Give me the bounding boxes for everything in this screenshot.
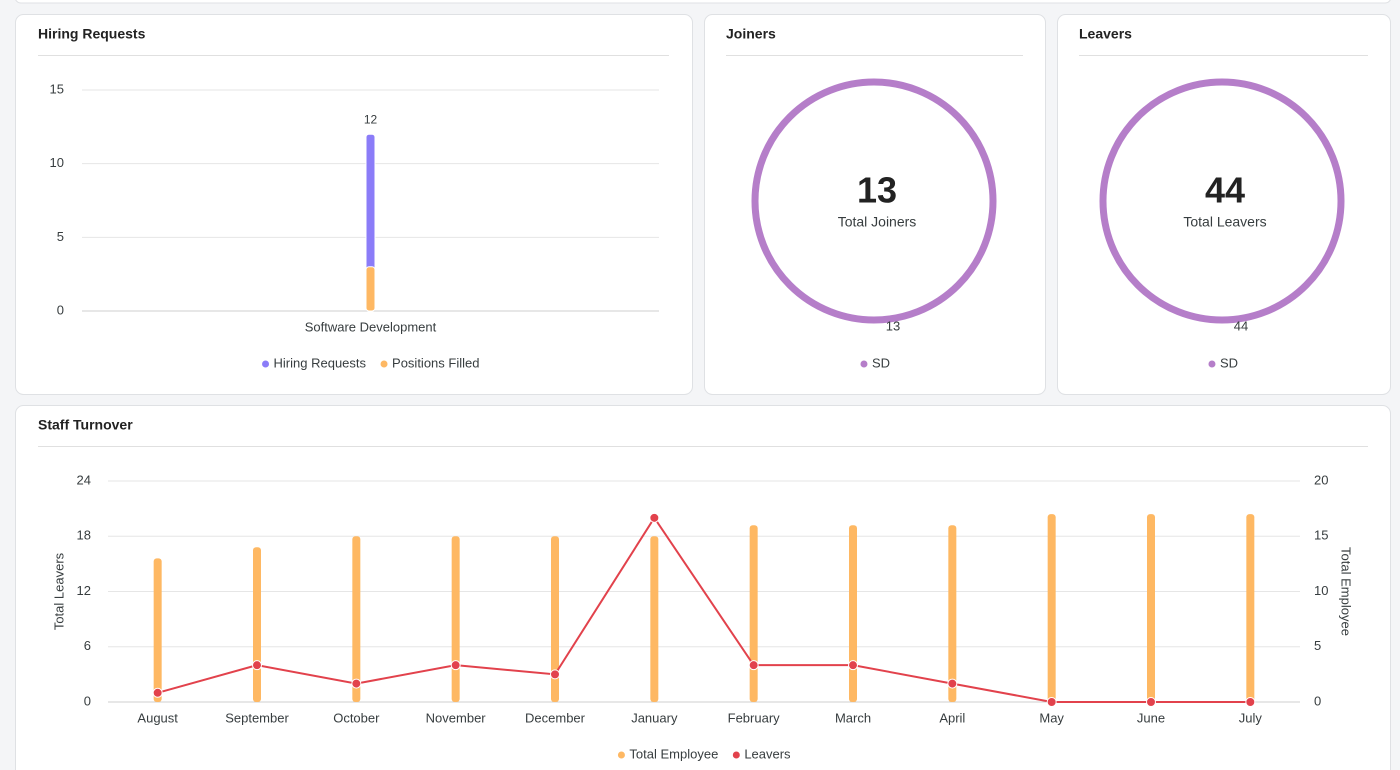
bar (948, 525, 957, 702)
x-tick-label: August (137, 710, 178, 725)
bar (153, 558, 162, 702)
point (1146, 697, 1156, 707)
point (252, 660, 262, 671)
y-tick-label: 0 (57, 302, 64, 317)
y-tick-label: 12 (77, 583, 91, 598)
y-tick-label: 15 (1314, 528, 1328, 543)
y-tick-label: 24 (77, 472, 91, 487)
legend-marker (380, 360, 388, 368)
point (450, 660, 461, 671)
y-tick-label: 10 (1314, 583, 1328, 598)
bar (365, 266, 376, 312)
x-tick-label: April (939, 710, 965, 725)
donut-total-label: Total Joiners (838, 214, 917, 230)
card (15, 14, 693, 395)
data-label: 13 (886, 318, 900, 333)
x-tick-label: February (728, 710, 781, 725)
legend-marker (1208, 360, 1216, 368)
legend-marker (617, 751, 625, 759)
donut-slice (751, 78, 997, 324)
top-card (15, 0, 1391, 4)
bar (1246, 514, 1255, 702)
card-title: Staff Turnover (38, 417, 133, 433)
card (15, 405, 1391, 770)
bar (551, 536, 559, 702)
x-tick-label: July (1239, 710, 1263, 725)
card-title: Hiring Requests (38, 26, 146, 42)
legend-label: Total Employee (629, 746, 718, 761)
point (1245, 697, 1256, 707)
y-tick-label: 0 (1314, 693, 1321, 708)
line (157, 516, 1251, 703)
point (848, 660, 858, 671)
point (351, 678, 362, 689)
bar (1047, 514, 1056, 702)
data-label: 44 (1234, 318, 1248, 333)
legend-marker (262, 360, 270, 368)
y-tick-label: 6 (84, 638, 91, 653)
bar (849, 525, 857, 702)
x-tick-label: June (1137, 710, 1165, 725)
point (649, 512, 660, 523)
legend-label: Leavers (744, 746, 791, 761)
y-tick-label: 18 (77, 528, 91, 543)
y-tick-label: 20 (1314, 472, 1328, 487)
x-tick-label: Software Development (305, 319, 437, 334)
legend-label: SD (872, 355, 890, 370)
x-tick-label: May (1039, 710, 1064, 725)
x-tick-label: November (426, 710, 487, 725)
y-tick-label: 5 (57, 229, 64, 244)
legend-label: Hiring Requests (274, 355, 367, 370)
y-axis-title: Total Leavers (51, 552, 66, 630)
donut-total: 13 (857, 170, 897, 211)
point (1046, 697, 1057, 707)
bar (1147, 514, 1155, 702)
x-tick-label: October (333, 710, 380, 725)
bar (253, 547, 261, 702)
point (748, 660, 759, 671)
point (152, 687, 163, 698)
donut-total-label: Total Leavers (1183, 214, 1266, 230)
donut-total: 44 (1205, 170, 1245, 211)
legend-marker (860, 360, 868, 368)
x-tick-label: September (225, 710, 289, 725)
bar (352, 536, 361, 702)
y-tick-label: 15 (50, 81, 64, 96)
y-tick-label: 10 (50, 155, 64, 170)
x-tick-label: January (631, 710, 678, 725)
x-tick-label: December (525, 710, 586, 725)
y2-axis-title: Total Employee (1339, 547, 1354, 636)
card-title: Joiners (726, 26, 776, 42)
data-label: 12 (364, 112, 378, 126)
card-title: Leavers (1079, 26, 1132, 42)
bar (650, 536, 659, 702)
donut-slice (1099, 78, 1345, 324)
y-tick-label: 0 (84, 693, 91, 708)
bar (451, 536, 460, 702)
legend-label: Positions Filled (392, 355, 479, 370)
card (704, 14, 1046, 395)
point (947, 678, 958, 689)
point (550, 669, 560, 680)
x-tick-label: March (835, 710, 871, 725)
legend-label: SD (1220, 355, 1238, 370)
bar (749, 525, 758, 702)
legend-marker (732, 751, 740, 759)
y-tick-label: 5 (1314, 638, 1321, 653)
